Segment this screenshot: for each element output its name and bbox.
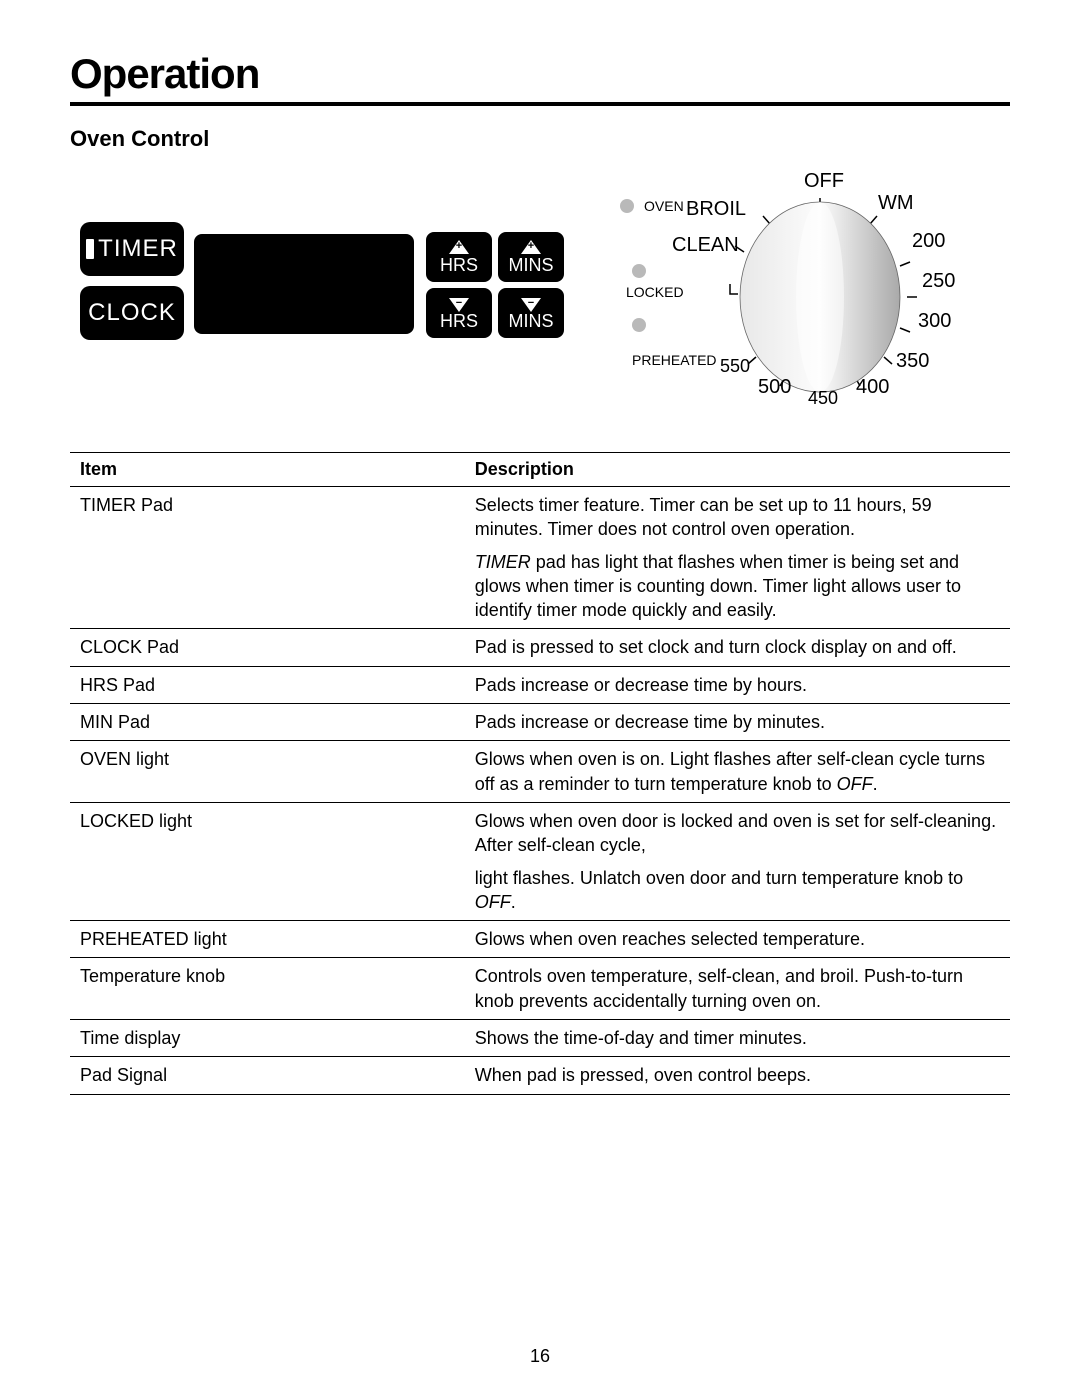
- timer-led-icon: [86, 239, 94, 259]
- table-cell-item: CLOCK Pad: [70, 629, 465, 666]
- table-cell-description: Controls oven temperature, self-clean, a…: [465, 958, 1010, 1020]
- oven-light-label: OVEN: [644, 198, 684, 214]
- table-cell-item: HRS Pad: [70, 666, 465, 703]
- knob-t500: 500: [758, 376, 791, 399]
- time-display: [194, 234, 414, 334]
- description-paragraph: Pads increase or decrease time by minute…: [475, 710, 1000, 734]
- up-triangle-icon: +: [449, 240, 469, 254]
- oven-control-diagram: TIMER CLOCK + HRS − HRS + MINS −: [80, 182, 1010, 442]
- table-cell-description: Glows when oven is on. Light flashes aft…: [465, 741, 1010, 803]
- table-cell-description: Shows the time-of-day and timer minutes.: [465, 1020, 1010, 1057]
- locked-indicator-dot: [632, 318, 650, 332]
- mins-pad-column: + MINS − MINS: [498, 232, 564, 338]
- description-paragraph: Pad is pressed to set clock and turn clo…: [475, 635, 1000, 659]
- hrs-down-pad[interactable]: − HRS: [426, 288, 492, 338]
- description-paragraph: TIMER pad has light that flashes when ti…: [475, 550, 1000, 623]
- timer-pad[interactable]: TIMER: [80, 222, 184, 276]
- clean-indicator-dot: [632, 264, 650, 278]
- knob-t200: 200: [912, 230, 945, 253]
- description-paragraph: light flashes. Unlatch oven door and tur…: [475, 866, 1000, 915]
- table-row: CLOCK Pad Pad is pressed to set clock and…: [70, 629, 1010, 666]
- knob-t400: 400: [856, 376, 889, 399]
- description-paragraph: Controls oven temperature, self-clean, a…: [475, 964, 1000, 1013]
- hrs-up-label: HRS: [440, 256, 478, 274]
- page-number: 16: [530, 1346, 550, 1367]
- knob-t300: 300: [918, 310, 951, 333]
- mins-up-label: MINS: [509, 256, 554, 274]
- locked-light-icon: [632, 318, 646, 332]
- section-title: Operation: [70, 50, 1010, 98]
- table-row: Pad Signal When pad is pressed, oven cont…: [70, 1057, 1010, 1094]
- knob-wm-label: WM: [878, 192, 914, 215]
- mins-up-pad[interactable]: + MINS: [498, 232, 564, 282]
- table-cell-item: Pad Signal: [70, 1057, 465, 1094]
- hrs-down-label: HRS: [440, 312, 478, 330]
- down-triangle-icon: −: [449, 298, 469, 312]
- table-header-row: Item Description: [70, 453, 1010, 487]
- table-cell-item: Time display: [70, 1020, 465, 1057]
- table-row: Temperature knobControls oven temperatur…: [70, 958, 1010, 1020]
- subsection-title: Oven Control: [70, 126, 1010, 152]
- description-paragraph: Selects timer feature. Timer can be set …: [475, 493, 1000, 542]
- timer-pad-label: TIMER: [98, 235, 178, 263]
- table-header-description: Description: [465, 453, 1010, 487]
- knob-t350: 350: [896, 350, 929, 373]
- table-row: PREHEATED light Glows when oven reaches s…: [70, 921, 1010, 958]
- table-cell-item: LOCKED light: [70, 802, 465, 920]
- table-cell-item: Temperature knob: [70, 958, 465, 1020]
- table-cell-item: MIN Pad: [70, 704, 465, 741]
- clock-pad-label: CLOCK: [88, 299, 176, 327]
- knob-t550: 550: [720, 356, 750, 377]
- knob-t450: 450: [808, 388, 838, 409]
- hrs-pad-column: + HRS − HRS: [426, 232, 492, 338]
- table-row: MIN Pad Pads increase or decrease time by…: [70, 704, 1010, 741]
- description-paragraph: Glows when oven door is locked and oven …: [475, 809, 1000, 858]
- left-pad-group: TIMER CLOCK: [80, 222, 184, 340]
- knob-t250: 250: [922, 270, 955, 293]
- table-cell-item: TIMER Pad: [70, 487, 465, 629]
- down-triangle-icon: −: [521, 298, 541, 312]
- oven-control-table: Item Description TIMER PadSelects timer …: [70, 452, 1010, 1095]
- temperature-knob-area: OFF BROIL CLEAN WM 200 250 300 350 400 4…: [580, 172, 1000, 432]
- knob-off-label: OFF: [804, 170, 844, 193]
- table-row: OVEN lightGlows when oven is on. Light f…: [70, 741, 1010, 803]
- description-paragraph: Glows when oven is on. Light flashes aft…: [475, 747, 1000, 796]
- oven-light-icon: [620, 199, 634, 213]
- hrs-up-pad[interactable]: + HRS: [426, 232, 492, 282]
- table-cell-description: Pad is pressed to set clock and turn clo…: [465, 629, 1010, 666]
- table-row: HRS Pad Pads increase or decrease time by…: [70, 666, 1010, 703]
- table-cell-item: OVEN light: [70, 741, 465, 803]
- table-cell-description: Pads increase or decrease time by minute…: [465, 704, 1010, 741]
- table-row: Time display Shows the time-of-day and ti…: [70, 1020, 1010, 1057]
- preheated-light-label: PREHEATED: [632, 352, 717, 368]
- manual-page: Operation Oven Control TIMER CLOCK + HRS…: [0, 0, 1080, 1397]
- oven-indicator: OVEN: [620, 198, 684, 214]
- knob-clean-label: CLEAN: [672, 234, 739, 257]
- description-paragraph: Shows the time-of-day and timer minutes.: [475, 1026, 1000, 1050]
- table-header-item: Item: [70, 453, 465, 487]
- table-cell-description: Glows when oven door is locked and oven …: [465, 802, 1010, 920]
- up-triangle-icon: +: [521, 240, 541, 254]
- table-cell-item: PREHEATED light: [70, 921, 465, 958]
- description-paragraph: Pads increase or decrease time by hours.: [475, 673, 1000, 697]
- mins-down-pad[interactable]: − MINS: [498, 288, 564, 338]
- table-cell-description: Pads increase or decrease time by hours.: [465, 666, 1010, 703]
- mins-down-label: MINS: [509, 312, 554, 330]
- clean-light-icon: [632, 264, 646, 278]
- description-paragraph: Glows when oven reaches selected tempera…: [475, 927, 1000, 951]
- clock-pad[interactable]: CLOCK: [80, 286, 184, 340]
- title-rule: [70, 102, 1010, 106]
- table-cell-description: Selects timer feature. Timer can be set …: [465, 487, 1010, 629]
- table-cell-description: Glows when oven reaches selected tempera…: [465, 921, 1010, 958]
- table-row: LOCKED lightGlows when oven door is lock…: [70, 802, 1010, 920]
- table-row: TIMER PadSelects timer feature. Timer ca…: [70, 487, 1010, 629]
- locked-light-label: LOCKED: [626, 284, 684, 300]
- description-paragraph: When pad is pressed, oven control beeps.: [475, 1063, 1000, 1087]
- table-cell-description: When pad is pressed, oven control beeps.: [465, 1057, 1010, 1094]
- knob-broil-label: BROIL: [686, 198, 746, 221]
